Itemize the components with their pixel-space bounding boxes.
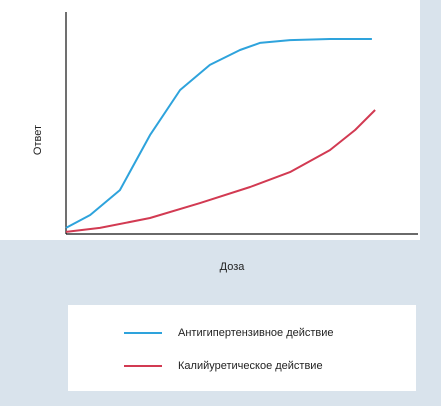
plot-area	[0, 0, 420, 240]
y-axis-label: Ответ	[32, 125, 44, 155]
series-line	[65, 109, 376, 233]
legend-label: Антигипертензивное действие	[178, 327, 334, 339]
series-line	[65, 38, 372, 229]
x-axis-label: Доза	[220, 261, 246, 273]
legend-label: Калийуретическое действие	[178, 360, 323, 372]
legend	[68, 305, 416, 391]
